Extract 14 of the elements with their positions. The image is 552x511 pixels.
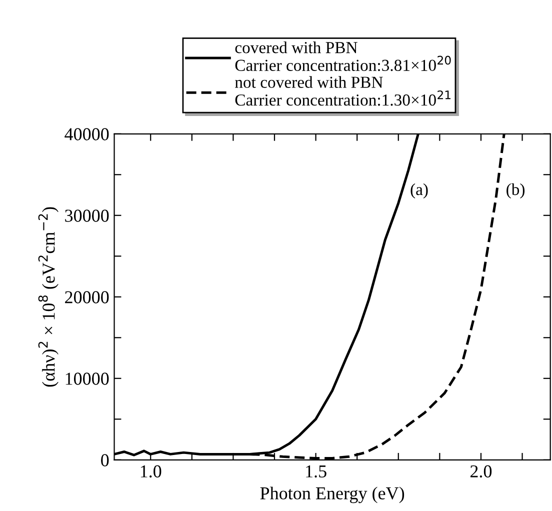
y-tick-label: 20000 bbox=[65, 291, 109, 304]
legend-label: not covered with PBN Carrier concentration:1.30×10$^{21}$ bbox=[235, 76, 450, 106]
annotation: (a) bbox=[410, 183, 428, 198]
text: (αhν)$^{2}$ × 10$^{8}$ (eV$^{2}$cm$^{−2}$) bbox=[38, 207, 58, 387]
y-tick-label: 0 bbox=[101, 454, 109, 466]
annotation: (b) bbox=[506, 183, 525, 198]
y-tick-label: 10000 bbox=[66, 372, 109, 385]
y-tick-label: 40000 bbox=[64, 128, 109, 140]
x-tick-label: 1.5 bbox=[306, 465, 326, 478]
x-tick-label: 2.0 bbox=[470, 465, 492, 478]
x-axis-title: Photon Energy (eV) bbox=[260, 486, 404, 504]
legend-label: covered with PBN Carrier concentration:3.81×10$^{20}$ bbox=[235, 42, 451, 72]
x-tick-label: 1.0 bbox=[140, 465, 162, 478]
y-tick-label: 30000 bbox=[65, 210, 109, 222]
